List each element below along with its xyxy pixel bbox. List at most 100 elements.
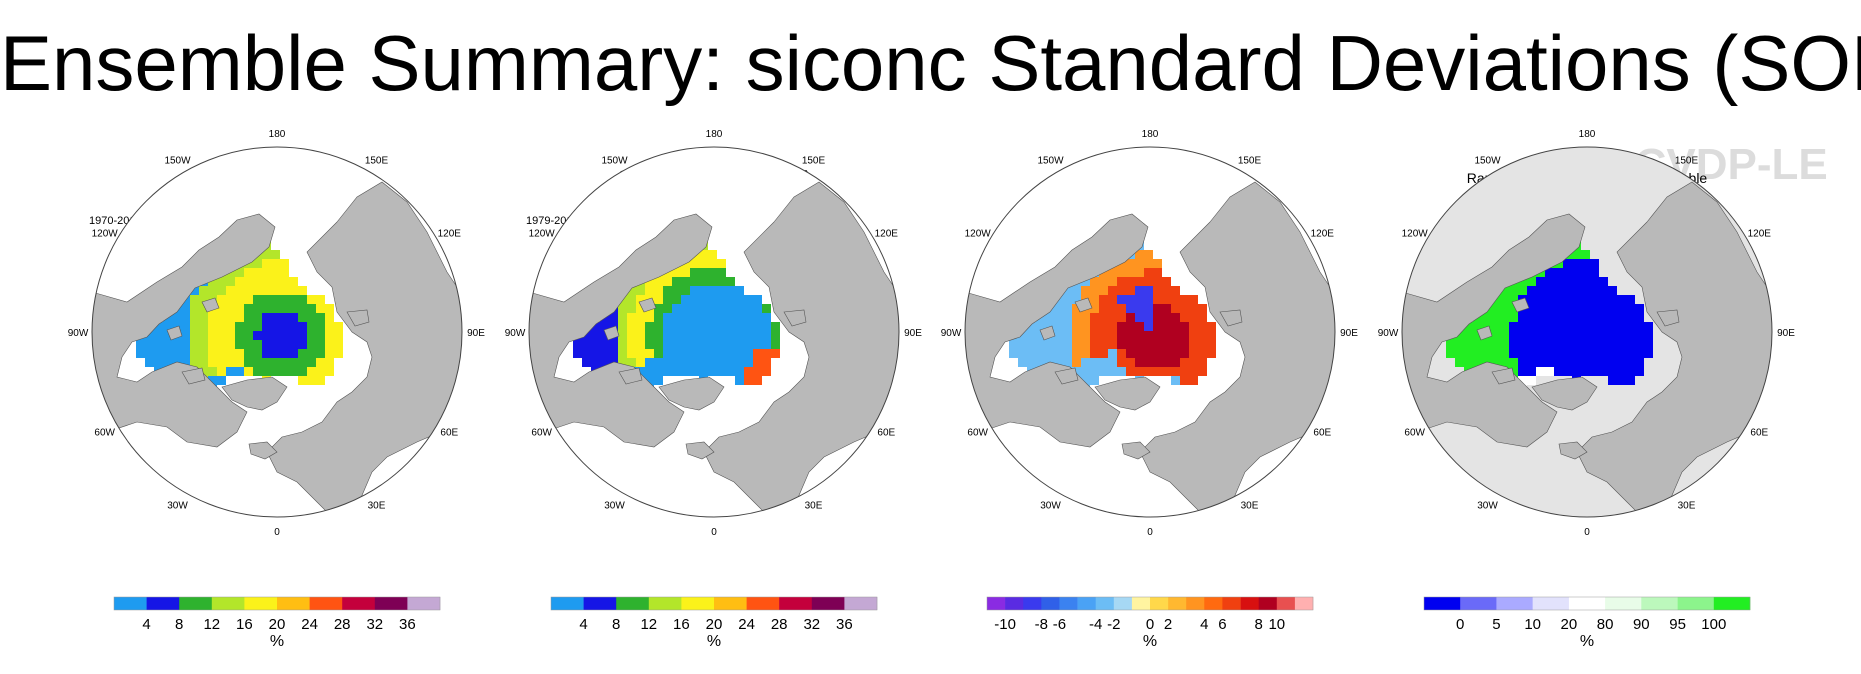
sea-ice-cell [771,331,780,340]
sea-ice-cell [609,340,618,349]
sea-ice-cell [1108,358,1117,367]
sea-ice-cell [1072,340,1081,349]
colorbar-tick-label: 12 [203,616,220,633]
colorbar-tick-label: 16 [673,616,690,633]
sea-ice-cell [1518,313,1527,322]
longitude-label: 60W [1404,428,1425,439]
longitude-label: 150W [1037,156,1064,167]
sea-ice-cell [708,259,717,268]
sea-ice-cell [1072,313,1081,322]
sea-ice-cell [226,277,235,286]
sea-ice-cell [735,340,744,349]
sea-ice-cell [1090,331,1099,340]
sea-ice-cell [1099,295,1108,304]
sea-ice-cell [1117,268,1126,277]
sea-ice-cell [1063,349,1072,358]
sea-ice-cell [1563,358,1572,367]
sea-ice-cell [1599,277,1608,286]
sea-ice-cell [1500,295,1509,304]
sea-ice-cell [190,295,199,304]
sea-ice-cell [1572,259,1581,268]
sea-ice-cell [1171,358,1180,367]
sea-ice-cell [1099,331,1108,340]
sea-ice-cell [672,331,681,340]
sea-ice-cell [744,349,753,358]
sea-ice-cell [1500,304,1509,313]
sea-ice-cell [1608,367,1617,376]
sea-ice-cell [1144,286,1153,295]
colorbar-unit: % [707,633,721,650]
sea-ice-cell [1099,349,1108,358]
sea-ice-cell [244,358,253,367]
sea-ice-cell [289,358,298,367]
sea-ice-cell [1081,376,1090,385]
sea-ice-cell [298,304,307,313]
sea-ice-cell [217,340,226,349]
sea-ice-cell [1009,349,1018,358]
sea-ice-cell [1536,367,1545,376]
sea-ice-cell [645,331,654,340]
sea-ice-cell [1027,331,1036,340]
sea-ice-cell [244,286,253,295]
sea-ice-cell [154,340,163,349]
sea-ice-cell [1045,313,1054,322]
longitude-label: 60W [967,428,988,439]
sea-ice-cell [289,286,298,295]
land-mass [1476,325,1493,341]
sea-ice-cell [699,250,708,259]
colorbar-tick-label: 36 [399,616,416,633]
sea-ice-cell [645,277,654,286]
sea-ice-cell [1635,313,1644,322]
sea-ice-cell [1536,322,1545,331]
sea-ice-cell [253,313,262,322]
colorbar-tick-label: 36 [836,616,853,633]
sea-ice-cell [1500,322,1509,331]
colorbar-tick-label: 32 [366,616,383,633]
sea-ice-cell [1572,313,1581,322]
sea-ice-cell [708,358,717,367]
sea-ice-cell [1198,331,1207,340]
sea-ice-cell [1608,358,1617,367]
colorbar-swatch [407,597,441,610]
sea-ice-cell [600,322,609,331]
sea-ice-cell [1590,322,1599,331]
sea-ice-cell [1608,322,1617,331]
sea-ice-cell [1536,304,1545,313]
sea-ice-cell [1509,286,1518,295]
sea-ice-cell [699,358,708,367]
sea-ice-cell [1027,358,1036,367]
sea-ice-cell [1563,295,1572,304]
sea-ice-cell [1509,349,1518,358]
sea-ice-cell [1581,295,1590,304]
sea-ice-cell [1635,304,1644,313]
sea-ice-cell [1500,349,1509,358]
sea-ice-cell [1599,295,1608,304]
sea-ice-cell [1572,358,1581,367]
colorbar-frame [113,596,441,611]
longitude-label: 150W [164,156,191,167]
sea-ice-cell [199,331,208,340]
sea-ice-cell [753,340,762,349]
sea-ice-cell [1617,322,1626,331]
sea-ice-cell [699,304,708,313]
sea-ice-cell [1198,322,1207,331]
sea-ice-cell [1054,358,1063,367]
sea-ice-cell [1081,313,1090,322]
sea-ice-cell [1198,304,1207,313]
sea-ice-cell [627,358,636,367]
colorbar-tick-label: 95 [1669,616,1686,633]
sea-ice-cell [271,286,280,295]
sea-ice-cell [654,376,663,385]
sea-ice-cell [199,295,208,304]
longitude-label: 120E [1748,229,1772,240]
longitude-label: 120W [965,229,992,240]
sea-ice-cell [681,304,690,313]
sea-ice-cell [1054,322,1063,331]
sea-ice-cell [1126,322,1135,331]
sea-ice-cell [1608,304,1617,313]
sea-ice-cell [717,277,726,286]
sea-ice-cell [618,304,627,313]
land-mass [346,309,370,327]
sea-ice-cell [316,358,325,367]
sea-ice-cell [136,349,145,358]
